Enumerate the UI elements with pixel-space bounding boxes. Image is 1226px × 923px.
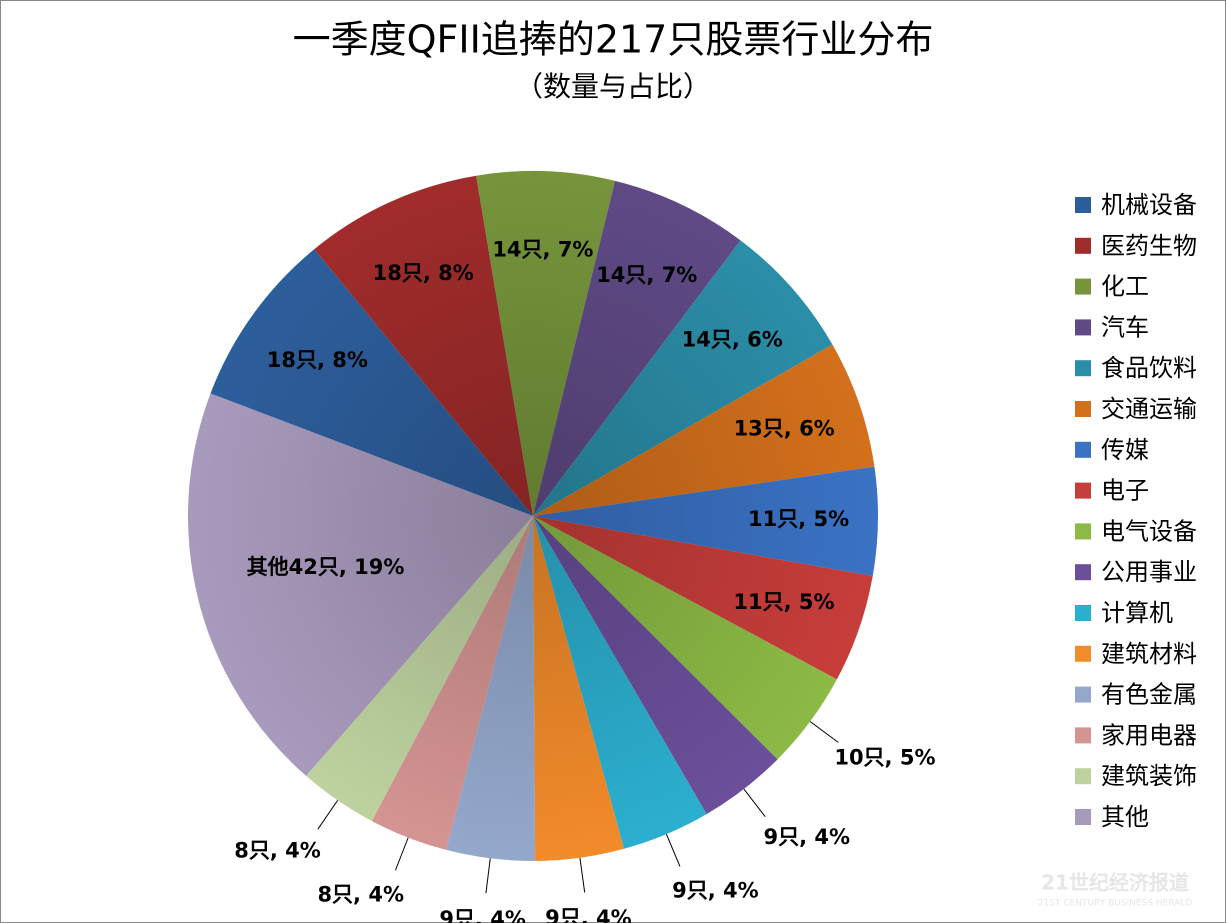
legend-label: 其他	[1101, 803, 1149, 831]
legend-label: 食品饮料	[1101, 354, 1197, 382]
data-label: 13只, 6%	[734, 416, 835, 440]
legend-swatch	[1075, 727, 1091, 744]
watermark-sub: 21ST CENTURY BUSINESS HERALD	[1038, 899, 1193, 909]
legend-swatch	[1075, 278, 1091, 295]
legend-label: 建筑装饰	[1101, 762, 1197, 790]
data-label: 14只, 6%	[682, 327, 783, 351]
legend-label: 医药生物	[1101, 232, 1197, 260]
legend-swatch	[1075, 482, 1091, 499]
legend-label: 电子	[1101, 477, 1149, 505]
legend-label: 家用电器	[1101, 721, 1197, 749]
data-label: 8只, 4%	[234, 838, 321, 862]
legend-swatch	[1075, 645, 1091, 662]
legend-swatch	[1075, 809, 1091, 825]
legend-swatch	[1075, 319, 1091, 336]
legend-label: 公用事业	[1101, 558, 1197, 586]
leader-line	[579, 857, 586, 893]
legend-label: 机械设备	[1101, 191, 1197, 219]
data-label: 18只, 8%	[373, 261, 474, 285]
data-label: 11只, 5%	[733, 590, 834, 614]
watermark: 21世纪经济报道	[1041, 871, 1189, 895]
legend-swatch	[1075, 564, 1091, 581]
data-label: 11只, 5%	[748, 507, 849, 531]
data-label: 14只, 7%	[596, 263, 697, 287]
legend-swatch	[1075, 237, 1091, 254]
chart-title: 一季度QFII追捧的217只股票行业分布	[293, 18, 934, 62]
leader-line	[485, 858, 491, 894]
legend-label: 计算机	[1101, 599, 1173, 627]
legend-label: 交通运输	[1101, 395, 1197, 423]
data-label: 其他42只, 19%	[247, 555, 405, 579]
data-label: 9只, 4%	[439, 907, 526, 923]
data-label: 9只, 4%	[763, 825, 850, 849]
legend-label: 建筑材料	[1101, 640, 1197, 668]
legend-swatch	[1075, 605, 1091, 621]
legend-label: 有色金属	[1101, 681, 1197, 709]
data-label: 14只, 7%	[492, 238, 593, 262]
legend-swatch	[1075, 441, 1091, 458]
legend-label: 汽车	[1101, 313, 1149, 341]
data-label: 9只, 4%	[672, 878, 759, 902]
legend: 机械设备医药生物化工汽车食品饮料交通运输传媒电子电气设备公用事业计算机建筑材料有…	[1075, 191, 1197, 831]
legend-swatch	[1075, 360, 1091, 377]
legend-swatch	[1075, 197, 1091, 213]
legend-label: 化工	[1101, 273, 1149, 301]
legend-swatch	[1075, 523, 1091, 540]
data-label: 9只, 4%	[545, 906, 632, 923]
legend-label: 传媒	[1101, 436, 1149, 464]
legend-swatch	[1075, 686, 1091, 703]
chart-subtitle: （数量与占比）	[515, 70, 711, 103]
data-label: 18只, 8%	[267, 348, 368, 372]
data-label: 10只, 5%	[834, 745, 935, 769]
legend-swatch	[1075, 768, 1091, 785]
data-label: 8只, 4%	[317, 882, 404, 906]
legend-label: 电气设备	[1101, 517, 1197, 545]
legend-swatch	[1075, 401, 1091, 417]
